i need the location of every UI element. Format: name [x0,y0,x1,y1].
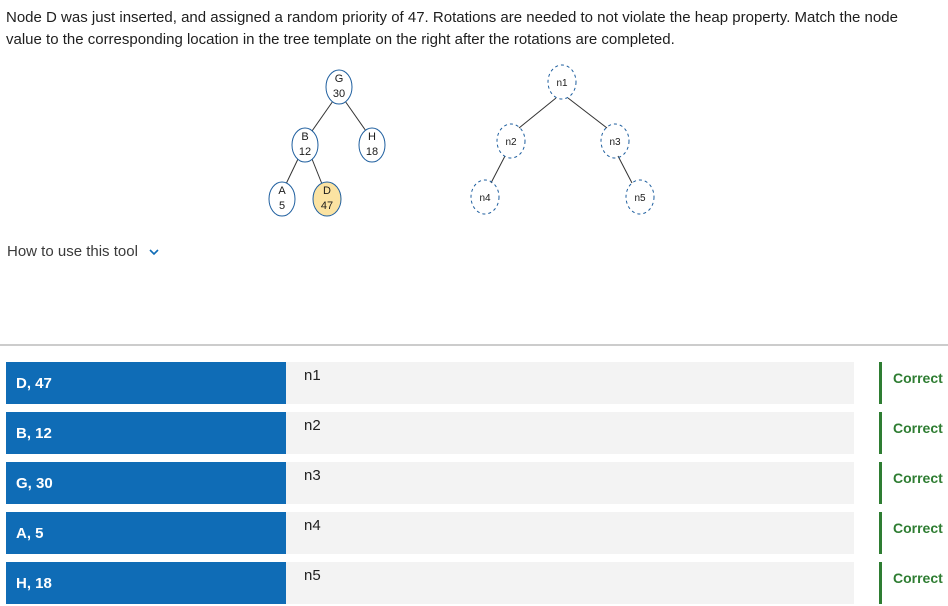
tree-node-a-letter: A [278,185,286,197]
source-tree-edges [285,100,367,185]
match-row-4: A, 5 n4 Correct [0,512,948,554]
question-text: Node D was just inserted, and assigned a… [6,9,898,48]
template-node-n2-label: n2 [505,137,517,148]
status-text-4: Correct [893,520,943,536]
status-text-5: Correct [893,570,943,586]
template-node-n1-label: n1 [556,78,568,89]
tree-diagrams: G 30 B 12 H 18 A 5 D 47 n1 n2 n3 [268,64,655,217]
status-text-1: Correct [893,370,943,386]
tree-node-a-priority: 5 [279,200,285,212]
drag-item-3[interactable]: G, 30 [6,462,286,504]
tree-node-a: A 5 [268,181,296,217]
tree-node-b-letter: B [301,131,308,143]
how-to-use-label: How to use this tool [7,243,138,260]
template-node-n3-label: n3 [609,137,621,148]
drop-target-3[interactable]: n3 [286,462,854,504]
drop-target-label-4: n4 [304,517,321,534]
match-row-3: G, 30 n3 Correct [0,462,948,504]
tree-node-g-priority: 30 [333,88,345,100]
correct-indicator-bar [879,462,882,504]
drop-target-5[interactable]: n5 [286,562,854,604]
drop-target-1[interactable]: n1 [286,362,854,404]
drag-item-4[interactable]: A, 5 [6,512,286,554]
tree-node-h-priority: 18 [366,146,378,158]
template-node-n4: n4 [470,179,500,215]
tree-node-h-letter: H [368,131,376,143]
match-row-1: D, 47 n1 Correct [0,362,948,404]
tree-node-d-priority: 47 [321,200,333,212]
template-node-n5-label: n5 [634,193,646,204]
status-1: Correct [879,362,943,404]
how-to-use-toggle[interactable]: How to use this tool [7,243,160,260]
match-row-2: B, 12 n2 Correct [0,412,948,454]
status-3: Correct [879,462,943,504]
correct-indicator-bar [879,362,882,404]
tree-node-d-letter: D [323,185,331,197]
drag-item-2[interactable]: B, 12 [6,412,286,454]
tree-node-g: G 30 [325,69,353,105]
tree-node-g-letter: G [335,73,344,85]
drop-target-2[interactable]: n2 [286,412,854,454]
tree-node-b-priority: 12 [299,146,311,158]
drop-target-label-3: n3 [304,467,321,484]
status-text-2: Correct [893,420,943,436]
tree-node-h: H 18 [358,127,386,163]
drag-item-1[interactable]: D, 47 [6,362,286,404]
tree-node-b: B 12 [291,127,319,163]
drag-item-5[interactable]: H, 18 [6,562,286,604]
status-4: Correct [879,512,943,554]
status-2: Correct [879,412,943,454]
template-node-n4-label: n4 [479,193,491,204]
status-text-3: Correct [893,470,943,486]
correct-indicator-bar [879,412,882,454]
template-node-n5: n5 [625,179,655,215]
divider [0,344,948,346]
drop-target-4[interactable]: n4 [286,512,854,554]
correct-indicator-bar [879,512,882,554]
template-node-n1: n1 [547,64,577,100]
correct-indicator-bar [879,562,882,604]
drop-target-label-1: n1 [304,367,321,384]
template-tree-edges [490,97,633,184]
template-node-n3: n3 [600,123,630,159]
tree-node-d: D 47 [312,181,342,217]
chevron-down-icon [149,248,159,255]
drop-target-label-2: n2 [304,417,321,434]
template-node-n2: n2 [496,123,526,159]
match-row-5: H, 18 n5 Correct [0,562,948,604]
status-5: Correct [879,562,943,604]
drop-target-label-5: n5 [304,567,321,584]
